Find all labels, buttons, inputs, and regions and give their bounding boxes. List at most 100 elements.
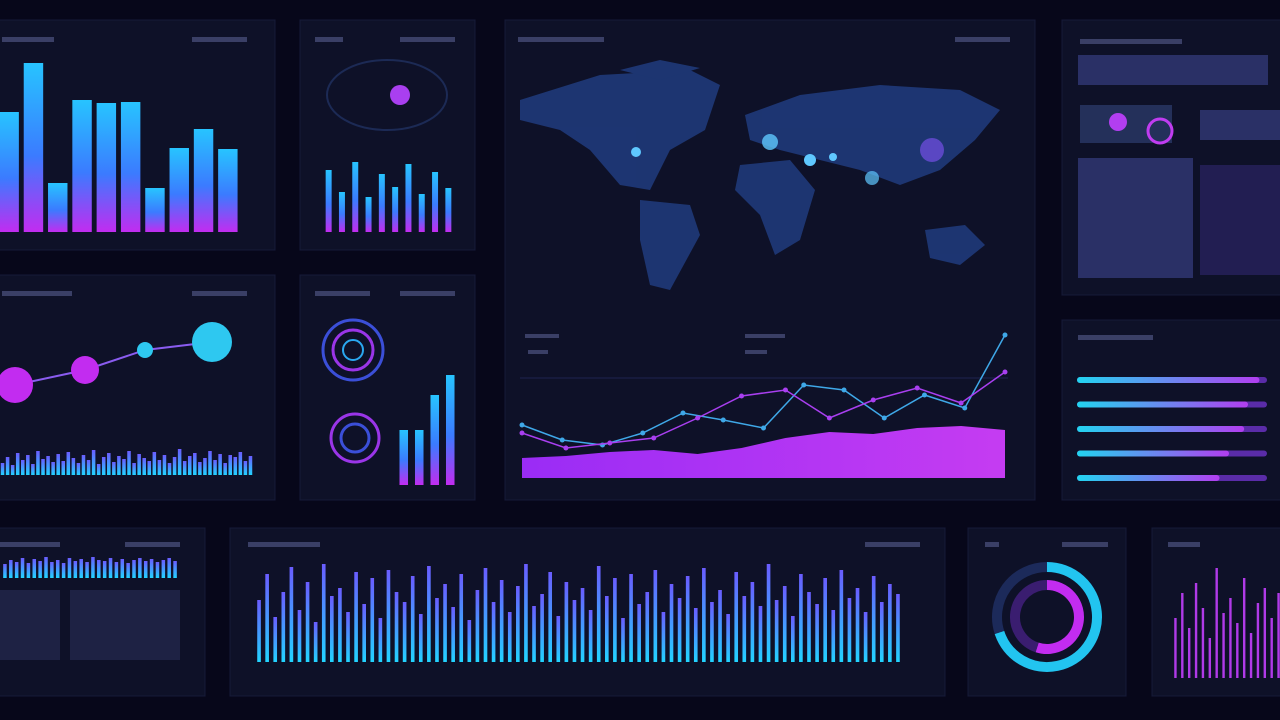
bar	[1174, 618, 1177, 678]
bar	[399, 430, 409, 485]
bar	[677, 598, 682, 662]
bar	[243, 461, 248, 475]
bar	[540, 594, 544, 662]
point	[761, 425, 766, 431]
bar	[173, 561, 177, 578]
bar	[66, 452, 71, 475]
bar	[218, 454, 222, 475]
bar	[847, 598, 852, 662]
header-text	[400, 37, 455, 42]
bar	[120, 559, 125, 578]
scatter-line	[14, 341, 213, 386]
thumbnail-blob	[1109, 113, 1127, 131]
bar	[96, 464, 101, 475]
bar	[613, 578, 617, 662]
bar	[14, 562, 19, 578]
bar	[1181, 593, 1184, 678]
bar	[289, 567, 294, 662]
bar	[213, 460, 217, 475]
bar	[162, 455, 167, 475]
bar	[26, 455, 30, 475]
bar	[5, 457, 10, 475]
header-text	[2, 37, 54, 42]
text-block	[1200, 110, 1280, 140]
bar	[418, 614, 423, 662]
bar	[71, 458, 76, 475]
bar	[392, 187, 399, 232]
bar	[233, 457, 238, 475]
header-text	[2, 291, 72, 296]
point	[962, 405, 968, 411]
bar	[218, 149, 238, 232]
bar	[365, 197, 372, 232]
bar	[637, 604, 641, 662]
bar	[281, 592, 286, 662]
bar	[51, 462, 55, 475]
bar	[46, 456, 50, 475]
bar	[1263, 588, 1267, 678]
bar	[321, 564, 326, 662]
bubble	[0, 367, 33, 403]
point	[739, 393, 745, 399]
bar	[685, 576, 690, 662]
bar	[273, 617, 278, 662]
bar	[102, 561, 107, 578]
continent	[735, 160, 815, 255]
point	[640, 430, 646, 436]
bar	[265, 574, 269, 662]
bar	[149, 559, 154, 578]
decor-rings	[321, 59, 448, 464]
bar	[48, 183, 68, 232]
continent	[620, 60, 700, 80]
bar	[386, 570, 391, 662]
bar	[81, 455, 86, 475]
point	[958, 400, 964, 406]
gauge-ring	[339, 422, 371, 454]
header-text	[315, 37, 343, 42]
text-block	[70, 590, 180, 660]
progress-bar	[1077, 426, 1245, 432]
bar	[67, 558, 72, 578]
bar	[710, 602, 714, 662]
continent	[640, 200, 700, 290]
bar	[338, 588, 342, 662]
bar	[36, 451, 40, 475]
header-text	[1080, 39, 1182, 44]
bar	[580, 588, 585, 662]
bar	[467, 620, 472, 662]
panel	[229, 527, 946, 697]
bar	[362, 604, 367, 662]
bar	[169, 148, 189, 232]
bar	[79, 559, 83, 578]
bar	[782, 586, 787, 662]
map-glow	[804, 154, 816, 166]
bar	[107, 453, 111, 475]
bar	[142, 458, 146, 475]
bar	[871, 576, 876, 662]
bar	[1277, 593, 1280, 678]
bar	[0, 463, 5, 475]
bar	[97, 560, 101, 578]
map-glow	[762, 134, 778, 150]
bar	[604, 596, 609, 662]
bar	[669, 584, 674, 662]
bar	[155, 562, 160, 578]
bar	[61, 563, 66, 578]
donut-segment	[992, 562, 1048, 634]
bar	[108, 558, 113, 578]
bar	[445, 188, 452, 232]
bar	[1215, 568, 1218, 678]
bar	[223, 463, 227, 475]
bar	[459, 574, 464, 662]
bar	[1236, 623, 1239, 678]
bar	[50, 562, 54, 578]
bar	[157, 460, 162, 475]
bar	[430, 395, 440, 485]
line	[521, 371, 1006, 449]
header-text	[518, 37, 604, 42]
bar	[56, 454, 60, 475]
bar	[238, 452, 243, 475]
bar	[257, 600, 261, 662]
bar	[91, 557, 95, 578]
